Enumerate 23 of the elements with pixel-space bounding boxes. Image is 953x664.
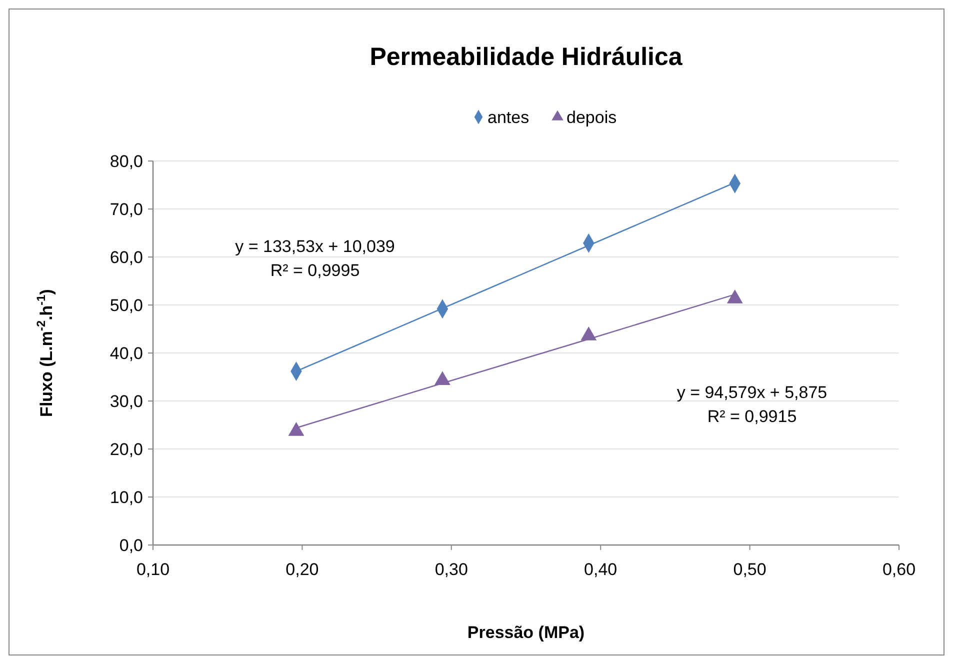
y-tick-label: 40,0 bbox=[110, 344, 143, 363]
y-tick-label: 10,0 bbox=[110, 488, 143, 507]
chart-title: Permeabilidade Hidráulica bbox=[370, 43, 684, 71]
y-tick-label: 50,0 bbox=[110, 296, 143, 315]
y-tick-label: 30,0 bbox=[110, 392, 143, 411]
y-tick-label: 20,0 bbox=[110, 440, 143, 459]
x-axis-title: Pressão (MPa) bbox=[467, 623, 585, 642]
y-tick-label: 70,0 bbox=[110, 200, 143, 219]
annotation: y = 133,53x + 10,039 bbox=[235, 237, 395, 256]
y-tick-label: 80,0 bbox=[110, 152, 143, 171]
annotation: R² = 0,9915 bbox=[707, 407, 797, 426]
x-tick-label: 0,60 bbox=[882, 560, 916, 579]
x-tick-label: 0,50 bbox=[733, 560, 766, 579]
x-tick-label: 0,20 bbox=[286, 560, 319, 579]
x-tick-label: 0,10 bbox=[136, 560, 170, 579]
y-tick-label: 60,0 bbox=[110, 248, 143, 267]
annotation: y = 94,579x + 5,875 bbox=[676, 383, 828, 402]
x-tick-label: 0,40 bbox=[584, 560, 618, 579]
annotation: R² = 0,9995 bbox=[270, 261, 360, 280]
legend-label: depois bbox=[566, 108, 617, 127]
legend-label: antes bbox=[488, 108, 530, 127]
x-tick-label: 0,30 bbox=[434, 560, 468, 579]
y-tick-label: 0,0 bbox=[119, 536, 143, 555]
